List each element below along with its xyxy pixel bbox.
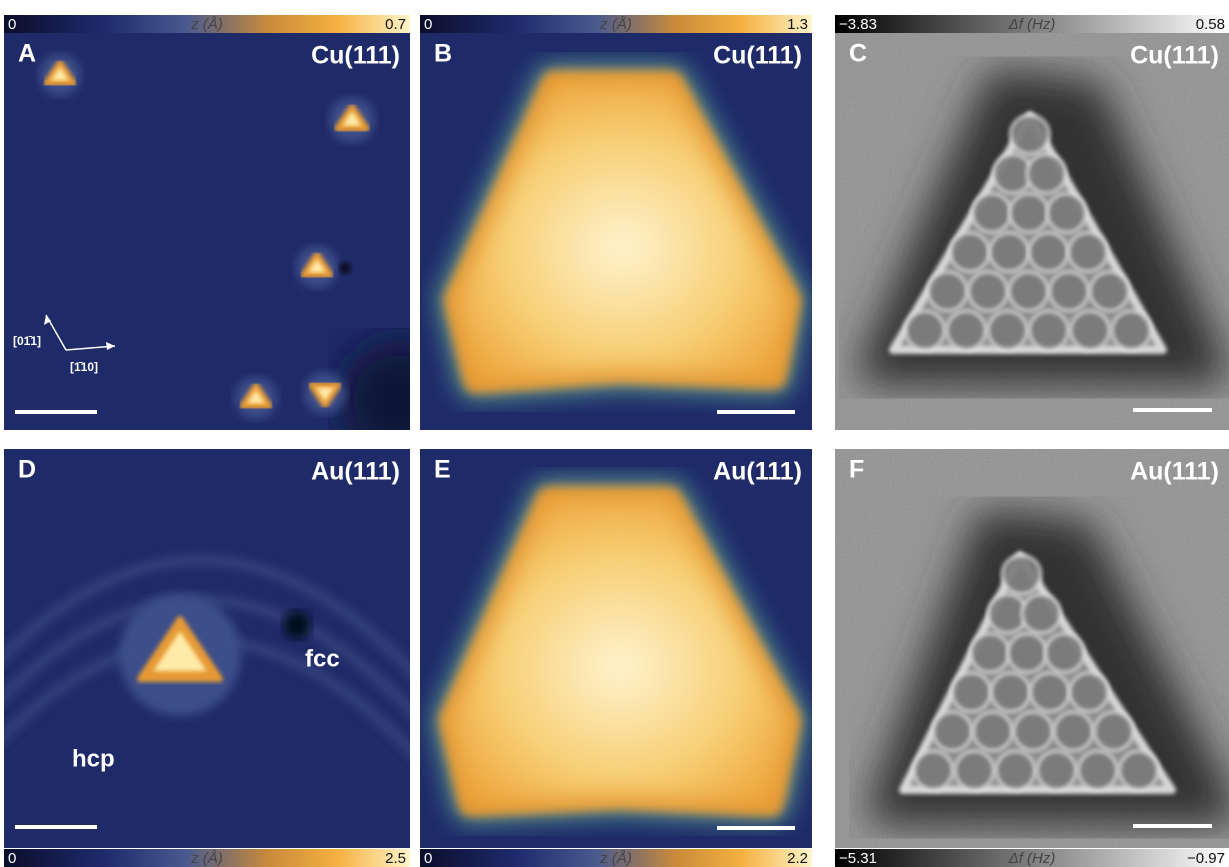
ring: [933, 712, 972, 751]
ring: [968, 272, 1007, 311]
colorbar-quantity: Δf (Hz): [1008, 850, 1056, 867]
image: [835, 33, 1229, 430]
colorbar-max: 2.5: [385, 850, 406, 867]
colorbar-min: 0: [8, 850, 16, 867]
substrate-label: Cu(111): [1130, 42, 1219, 70]
ring: [1112, 311, 1151, 350]
panel-label: E: [434, 456, 451, 484]
colorbar-max: 1.3: [787, 16, 808, 33]
image: [835, 449, 1229, 848]
ring: [1029, 311, 1068, 350]
ring: [905, 311, 944, 350]
ring: [1078, 751, 1117, 790]
colorbar-quantity: Δf (Hz): [1008, 16, 1056, 33]
colorbar-max: −0.97: [1187, 850, 1225, 867]
panel-label: C: [849, 40, 867, 68]
ring: [1047, 193, 1086, 232]
ring: [972, 193, 1011, 232]
ring: [1030, 673, 1069, 712]
ring: [988, 311, 1027, 350]
substrate-label: Au(111): [713, 458, 802, 486]
ring: [1014, 712, 1053, 751]
substrate-label: Cu(111): [311, 42, 400, 70]
ring: [1009, 272, 1048, 311]
ring: [1045, 633, 1084, 672]
colorbar-max: 2.2: [787, 850, 808, 867]
panel: C Cu(111) −3.83 Δf (Hz) 0.58: [835, 15, 1229, 430]
image: [0, 449, 420, 848]
ring: [947, 311, 986, 350]
ring: [928, 272, 967, 311]
panel: F Au(111) −5.31 Δf (Hz) −0.97: [835, 449, 1229, 867]
defect: [339, 262, 351, 274]
site-label: fcc: [305, 645, 340, 672]
ring: [955, 751, 994, 790]
image: [420, 449, 812, 848]
colorbar-quantity: z (Å): [190, 850, 223, 867]
direction-label: [01̄1]: [13, 334, 41, 348]
panel-label: B: [434, 40, 452, 68]
ring: [1022, 594, 1061, 633]
ring: [1029, 233, 1068, 272]
panel-label: F: [849, 456, 864, 484]
direction-label: [1̄10]: [70, 360, 98, 374]
colorbar-min: 0: [424, 850, 432, 867]
substrate-label: Cu(111): [713, 42, 802, 70]
panel-label: A: [18, 40, 36, 68]
ring: [1070, 311, 1109, 350]
ring: [973, 712, 1012, 751]
ring: [1037, 751, 1076, 790]
ring: [1010, 115, 1049, 154]
ring: [952, 673, 991, 712]
ring: [1094, 712, 1133, 751]
substrate-label: Au(111): [1130, 458, 1219, 486]
colorbar-quantity: z (Å): [599, 16, 632, 33]
ring: [1068, 233, 1107, 272]
image: [4, 33, 460, 460]
colorbar-max: 0.58: [1196, 16, 1225, 33]
colorbar-quantity: z (Å): [599, 850, 632, 867]
panel: [01̄1] [1̄10] A Cu(111) 0 z (Å) 0.7: [4, 15, 460, 460]
colorbar-min: −5.31: [839, 850, 877, 867]
ring: [1010, 193, 1049, 232]
figure: [01̄1] [1̄10] A Cu(111) 0 z (Å) 0.7 B Cu(111) 0 z …: [0, 0, 1229, 867]
colorbar-min: 0: [8, 16, 16, 33]
ring: [991, 673, 1030, 712]
colorbar-min: −3.83: [839, 16, 877, 33]
defect: [283, 611, 311, 639]
colorbar-min: 0: [424, 16, 432, 33]
ring: [990, 233, 1029, 272]
ring: [1119, 751, 1158, 790]
ring: [1008, 633, 1047, 672]
panel-label: D: [18, 456, 36, 484]
ring: [996, 751, 1035, 790]
site-label: hcp: [72, 745, 115, 772]
ring: [1054, 712, 1093, 751]
ring: [1049, 272, 1088, 311]
ring: [1070, 673, 1109, 712]
colorbar-max: 0.7: [385, 16, 406, 33]
ring: [950, 233, 989, 272]
substrate-label: Au(111): [311, 458, 400, 486]
panel: fcc hcp D Au(111) 0 z (Å) 2.5: [0, 449, 420, 867]
ring: [914, 751, 953, 790]
colorbar-quantity: z (Å): [190, 16, 223, 33]
ring: [1027, 154, 1066, 193]
panel: E Au(111) 0 z (Å) 2.2: [420, 449, 812, 867]
panel: B Cu(111) 0 z (Å) 1.3: [420, 15, 812, 430]
ring: [970, 633, 1009, 672]
ring: [1002, 555, 1041, 594]
ring: [1090, 272, 1129, 311]
image: [420, 33, 812, 430]
